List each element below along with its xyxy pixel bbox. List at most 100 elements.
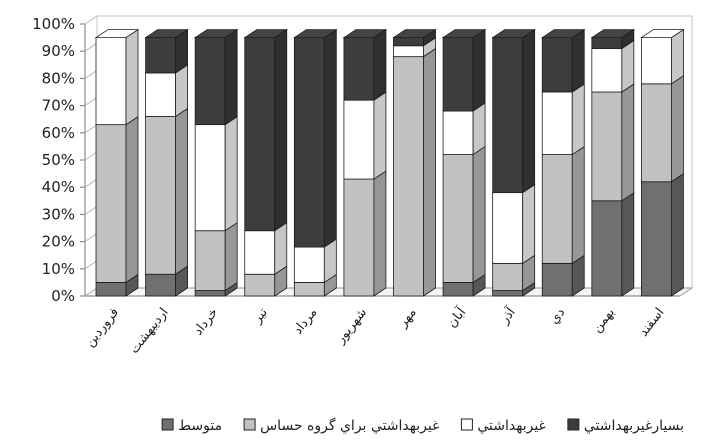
y-tick-diagonal (84, 42, 98, 52)
legend-label: غيربهداشتي براي گروه حساس (260, 417, 439, 434)
bar-12-series-1-front (641, 181, 672, 297)
bar-8-series-1-front (442, 281, 474, 297)
bar-10-series-3-side (571, 83, 585, 156)
bar-11-series-2-side (621, 83, 635, 202)
y-tick-label: 70% (42, 97, 75, 115)
bar-12-top (640, 29, 685, 38)
legend-swatch (567, 418, 580, 431)
bar-10-series-2-side (571, 145, 585, 265)
category-label: خرداد (191, 305, 222, 338)
y-tick-label: 0% (51, 287, 75, 305)
bar-7-series-3-front (393, 45, 424, 58)
y-tick-label: 80% (42, 69, 75, 87)
bar-10-series-1-front (541, 262, 573, 297)
category-label: آبان (443, 303, 470, 331)
bar-6-series-4-front (343, 37, 375, 101)
y-tick-label: 100% (32, 15, 75, 33)
bar-6-series-3-side (373, 91, 387, 180)
bar-10-top (540, 29, 586, 38)
bar-3-series-2-front (194, 230, 226, 291)
bar-10-series-4-side (571, 28, 585, 93)
bar-12-series-1-side (671, 173, 684, 297)
bar-11-series-2-front (591, 91, 623, 202)
category-label: دي (547, 305, 569, 327)
bar-5-top (293, 29, 338, 38)
bar-2-series-3-side (175, 64, 188, 118)
bar-1-series-1-front (95, 281, 127, 297)
category-label: بهمن (590, 305, 618, 336)
bar-9-series-3-side (522, 183, 536, 265)
category-label: مرداد (291, 305, 321, 337)
bar-1-series-3-side (125, 28, 139, 126)
bar-10-series-3-front (541, 91, 573, 155)
category-label: شهريور (333, 305, 370, 347)
bar-1-series-2-side (125, 115, 139, 284)
bar-4-series-4-front (244, 37, 276, 232)
bar-12-series-3-front (641, 37, 672, 85)
bar-10-series-2-front (541, 154, 573, 264)
bar-11-series-3-side (621, 39, 635, 93)
bar-3-series-3-front (194, 124, 226, 232)
bar-7-top (392, 29, 437, 38)
bar-9-series-2-front (492, 262, 524, 291)
bar-8-series-3-front (442, 110, 474, 155)
bar-2-series-2-side (175, 107, 188, 275)
bar-1-top (94, 29, 140, 38)
legend-swatch (243, 418, 256, 431)
legend-swatch (161, 418, 174, 431)
y-tick-label: 30% (42, 205, 75, 223)
bar-11-series-1-side (621, 192, 635, 297)
bar-2-series-4-front (145, 37, 176, 74)
bar-3-top (193, 29, 239, 38)
y-tick-diagonal (84, 260, 98, 270)
bar-4-top (243, 29, 289, 38)
bar-6-series-4-side (373, 28, 387, 101)
category-label: فروردين (82, 305, 122, 350)
legend-swatch (460, 418, 473, 431)
bar-7-series-2-side (423, 47, 436, 297)
legend-label: متوسط (178, 418, 222, 434)
bar-4-series-4-side (274, 28, 288, 232)
y-tick-label: 60% (42, 124, 75, 142)
bar-2-top (144, 29, 189, 38)
bar-9-top (491, 29, 536, 38)
bar-8-series-2-front (442, 154, 474, 283)
y-tick-diagonal (84, 15, 98, 25)
bar-3-series-4-front (194, 37, 226, 126)
bar-2-series-3-front (145, 72, 176, 117)
y-tick-label: 90% (42, 42, 75, 60)
bar-6-series-2-front (343, 178, 375, 297)
bar-1-series-3-front (95, 37, 127, 126)
bar-12-series-2-front (641, 83, 672, 183)
y-tick-label: 40% (42, 178, 75, 196)
y-tick-diagonal (84, 287, 98, 297)
category-label: تير (249, 305, 271, 327)
bar-4-series-3-side (274, 221, 288, 275)
bar-3-series-2-side (224, 221, 238, 292)
y-tick-diagonal (84, 233, 98, 243)
bar-10-series-4-front (541, 37, 573, 93)
bar-6-series-2-side (373, 170, 387, 297)
bar-7-series-2-front (393, 56, 424, 297)
bar-11-series-1-front (591, 200, 623, 297)
bar-5-series-4-side (323, 28, 337, 248)
legend-label: بسيارغيربهداشتي (584, 418, 684, 434)
bar-8-series-3-side (472, 102, 486, 156)
bar-5-series-3-front (293, 246, 325, 283)
y-tick-diagonal (84, 69, 98, 79)
category-label: مهر (395, 305, 420, 331)
bar-8-series-4-front (442, 37, 474, 112)
bar-9-series-4-side (522, 28, 536, 194)
y-tick-diagonal (84, 124, 98, 134)
bar-4-series-2-front (244, 273, 276, 297)
bar-8-series-2-side (472, 145, 486, 284)
bar-3-series-1-front (194, 290, 226, 297)
legend-label: غيربهداشتي (477, 418, 545, 434)
bar-1-series-2-front (95, 124, 127, 283)
bar-9-series-4-front (492, 37, 524, 194)
bar-6-series-3-front (343, 99, 375, 180)
bar-11-series-4-front (591, 37, 623, 49)
bar-2-series-2-front (145, 116, 176, 275)
bar-8-top (441, 29, 487, 38)
